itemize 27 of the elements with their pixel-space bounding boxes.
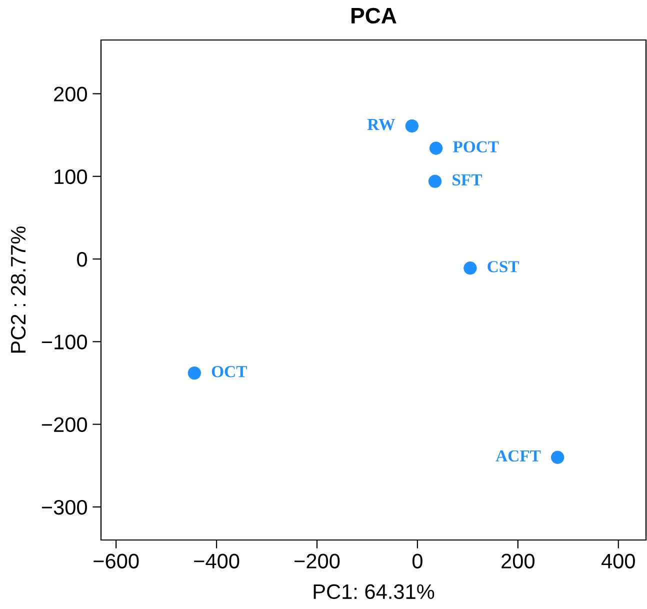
x-tick-label: −600 [94,554,139,568]
annotation: OCT [212,366,247,378]
x-tick-label: 0 [412,554,422,568]
y-tick-label: −200 [42,417,87,432]
annotation: CST [488,261,520,272]
y-tick-label: 200 [54,86,87,102]
point [188,366,202,380]
x-tick-label: −400 [194,554,240,568]
annotation: SFT [452,174,482,186]
x-tick-label: 200 [502,554,534,568]
y-tick-label: −100 [42,334,87,350]
chart-title: PCA [352,8,396,24]
annotation: ACFT [496,450,541,462]
y-tick-label: 100 [54,169,87,184]
y-tick-label: 0 [77,252,87,267]
point [464,262,477,275]
x-tick-label: −200 [294,554,340,568]
point [428,174,442,188]
point [551,450,564,464]
y-axis-title: PC2 : 28.77% [10,226,26,353]
annotation: POCT [452,141,499,152]
x-tick-label: 400 [601,554,635,568]
point [405,119,419,133]
annotation: RW [367,119,395,130]
x-axis-title: PC1: 64.31% [314,584,434,600]
y-tick-label: −300 [42,500,87,515]
point [429,142,443,155]
